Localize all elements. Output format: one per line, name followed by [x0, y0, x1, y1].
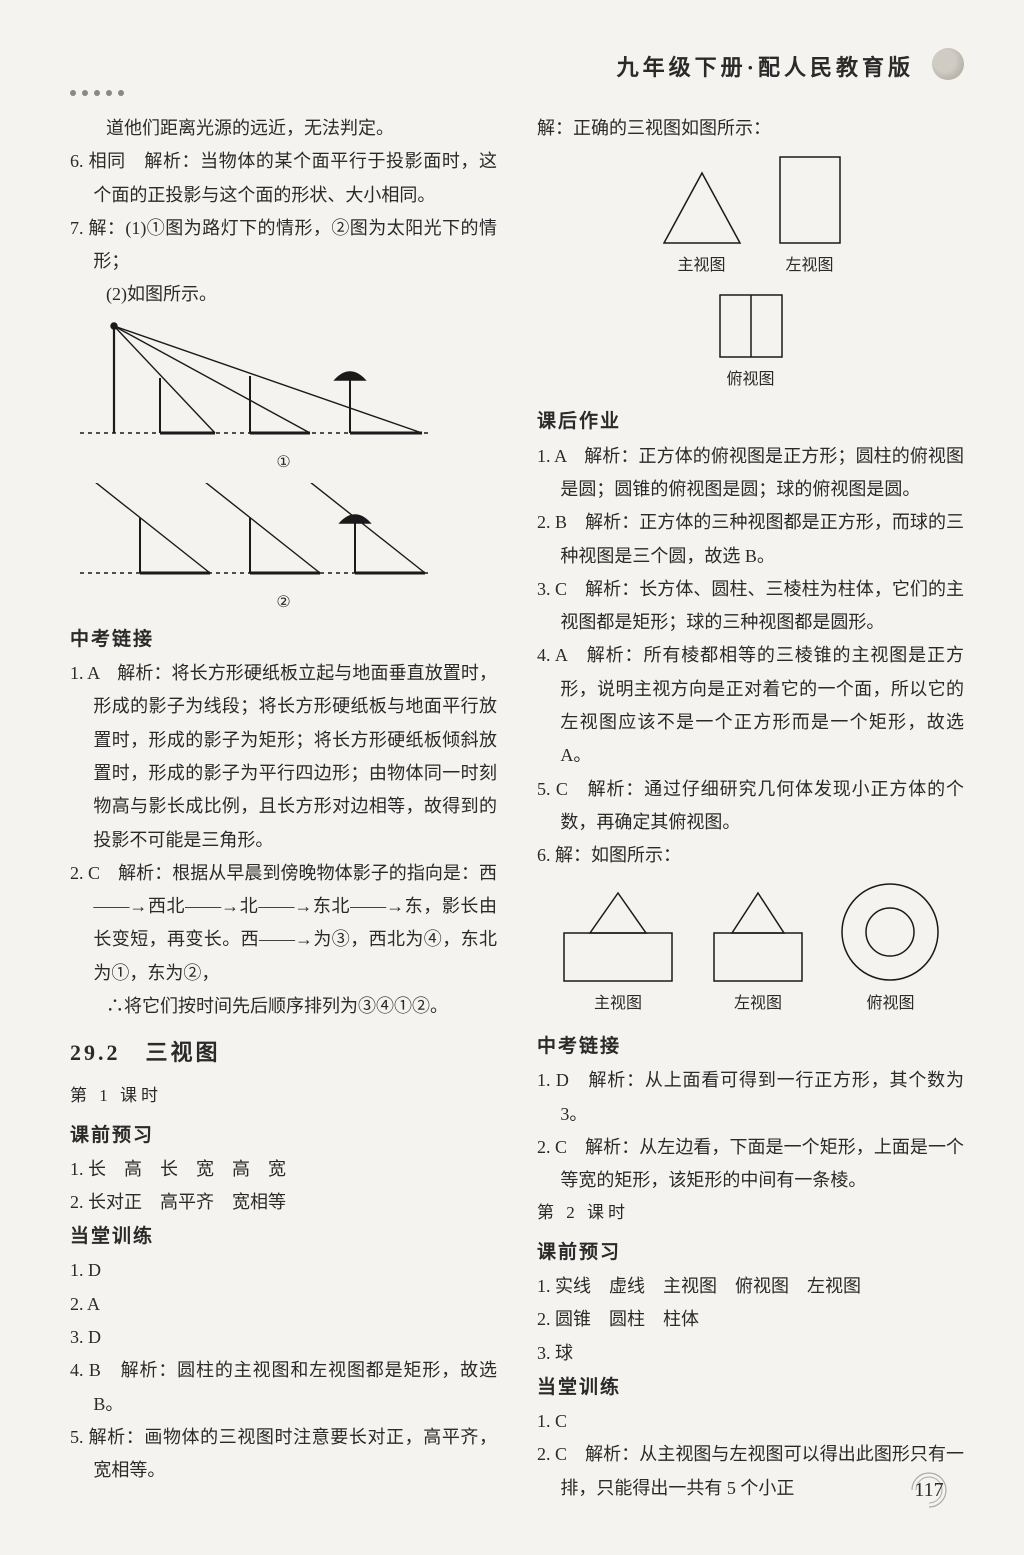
text: 2. B 解析：正方体的三种视图都是正方形，而球的三种视图是三个圆，故选 B。 [537, 506, 964, 573]
front-view-2 [558, 887, 678, 985]
text: 2. C 解析：根据从早晨到傍晚物体影子的指向是：西——→西北——→北——→东北… [70, 857, 497, 990]
heading-training: 当堂训练 [537, 1370, 964, 1405]
two-column-body: 道他们距离光源的远近，无法判定。 6. 相同 解析：当物体的某个面平行于投影面时… [70, 112, 964, 1505]
diagram-lamp-shadows: ① [70, 318, 497, 478]
text: 1. 长 高 长 宽 高 宽 [70, 1153, 497, 1186]
view-label: 左视图 [734, 989, 782, 1019]
text: 3. C 解析：长方体、圆柱、三棱柱为柱体，它们的主视图都是矩形；球的三种视图都… [537, 573, 964, 640]
text: (2)如图所示。 [70, 278, 497, 311]
lesson-label: 第 1 课时 [70, 1080, 497, 1111]
heading-zhongkao: 中考链接 [537, 1029, 964, 1064]
text: 2. C 解析：从左边看，下面是一个矩形，上面是一个等宽的矩形，该矩形的中间有一… [537, 1131, 964, 1198]
left-view-rect [776, 153, 844, 247]
text: 1. C [537, 1405, 964, 1438]
view-label: 左视图 [785, 251, 833, 281]
fig-label: ② [70, 588, 497, 618]
heading-zhongkao: 中考链接 [70, 622, 497, 657]
diagram-three-views-1: 主视图 左视图 俯视图 [537, 153, 964, 394]
left-column: 道他们距离光源的远近，无法判定。 6. 相同 解析：当物体的某个面平行于投影面时… [70, 112, 497, 1505]
text: 6. 解：如图所示： [537, 839, 964, 872]
heading-training: 当堂训练 [70, 1219, 497, 1254]
text: 6. 相同 解析：当物体的某个面平行于投影面时，这个面的正投影与这个面的形状、大… [70, 145, 497, 212]
top-view-split-sq [716, 291, 786, 361]
text: 1. A 解析：将长方形硬纸板立起与地面垂直放置时，形成的影子为线段；将长方形硬… [70, 657, 497, 857]
lesson-label: 第 2 课时 [537, 1197, 964, 1228]
view-label: 俯视图 [726, 365, 774, 395]
page-number: 117 [904, 1465, 954, 1515]
text: 3. 球 [537, 1337, 964, 1370]
view-label: 主视图 [677, 251, 725, 281]
text: 2. 圆锥 圆柱 柱体 [537, 1303, 964, 1336]
right-column: 解：正确的三视图如图所示： 主视图 左视图 [537, 112, 964, 1505]
section-title: 29.2 三视图 [70, 1033, 497, 1074]
heading-homework: 课后作业 [537, 404, 964, 439]
text: 7. 解：(1)①图为路灯下的情形，②图为太阳光下的情形； [70, 212, 497, 279]
header-dots [70, 90, 964, 96]
text: 1. 实线 虚线 主视图 俯视图 左视图 [537, 1270, 964, 1303]
diagram-three-views-2: 主视图 左视图 [537, 880, 964, 1019]
text: 2. 长对正 高平齐 宽相等 [70, 1186, 497, 1219]
text: 4. A 解析：所有棱都相等的三棱锥的主视图是正方形，说明主视方向是正对着它的一… [537, 639, 964, 772]
fig-label: ① [70, 448, 497, 478]
text: 2. C 解析：从主视图与左视图可以得出此图形只有一排，只能得出一共有 5 个小… [537, 1438, 964, 1505]
text: 3. D [70, 1321, 497, 1354]
text: 1. D 解析：从上面看可得到一行正方形，其个数为 3。 [537, 1064, 964, 1131]
heading-preview: 课前预习 [537, 1235, 964, 1270]
text: 1. D [70, 1254, 497, 1287]
page-header: 九年级下册·配人民教育版 [70, 50, 964, 82]
text: 道他们距离光源的远近，无法判定。 [70, 112, 497, 145]
diagram-sun-shadows: ② [70, 483, 497, 618]
text: 5. C 解析：通过仔细研究几何体发现小正方体的个数，再确定其俯视图。 [537, 773, 964, 840]
text: 解：正确的三视图如图所示： [537, 112, 964, 145]
view-label: 主视图 [594, 989, 642, 1019]
view-label: 俯视图 [866, 989, 914, 1019]
text: 2. A [70, 1288, 497, 1321]
text: 4. B 解析：圆柱的主视图和左视图都是矩形，故选 B。 [70, 1354, 497, 1421]
header-ornament [932, 48, 964, 80]
text: ∴将它们按时间先后顺序排列为③④①②。 [70, 990, 497, 1023]
front-view-tri [658, 169, 746, 247]
text: 1. A 解析：正方体的俯视图是正方形；圆柱的俯视图是圆；圆锥的俯视图是圆；球的… [537, 440, 964, 507]
heading-preview: 课前预习 [70, 1118, 497, 1153]
text: 5. 解析：画物体的三视图时注意要长对正，高平齐，宽相等。 [70, 1421, 497, 1488]
left-view-2 [708, 887, 808, 985]
top-view-ring [838, 880, 943, 985]
